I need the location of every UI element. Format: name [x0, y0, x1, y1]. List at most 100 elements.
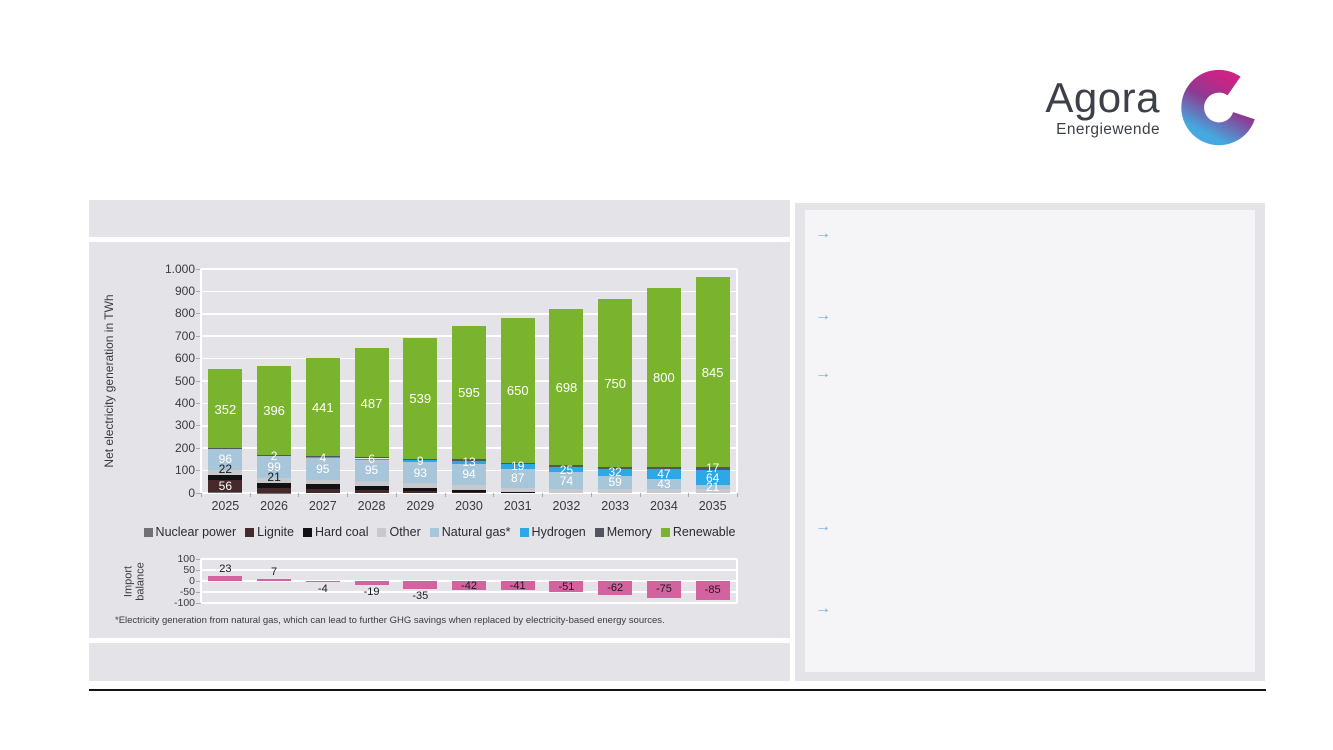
bar-value-label: 13: [462, 455, 476, 470]
import-gridline: [201, 558, 737, 560]
y-axis-tick-label: 200: [174, 440, 195, 455]
bar-value-label: 6: [368, 452, 375, 467]
bar-segment: [646, 488, 681, 493]
x-axis-year-label: 2027: [308, 499, 337, 513]
y-axis-tick-mark: [196, 425, 201, 427]
bar-segment: [354, 481, 389, 487]
bar-value-label: 19: [511, 459, 525, 474]
bar-segment: [452, 491, 486, 493]
arrow-bullet-icon: →: [815, 225, 831, 242]
bar-segment: [549, 466, 584, 473]
x-axis-tick-mark: [590, 493, 592, 497]
bar-segment: [549, 308, 584, 466]
bar-segment: [305, 357, 340, 457]
bar-value-label: 59: [608, 475, 622, 490]
x-axis-year-label: 2026: [260, 499, 288, 513]
bar-segment: [305, 488, 340, 493]
bar-segment: [354, 348, 389, 458]
legend-swatch-icon: [143, 527, 153, 537]
bar-value-label: 539: [409, 391, 432, 407]
legend-item: Hard coal: [302, 525, 369, 539]
x-axis-year-label: 2030: [455, 499, 483, 513]
plot-border-right: [736, 269, 738, 493]
legend-item: Hydrogen: [519, 525, 586, 539]
y-axis-tick-mark: [196, 290, 201, 292]
import-y-tick-label: 100: [177, 552, 195, 565]
legend-label: Other: [389, 525, 421, 539]
bar-value-label: 56: [218, 478, 233, 493]
bar-value-label: 487: [360, 395, 383, 411]
legend-item: Memory: [594, 525, 652, 539]
gridline: [201, 290, 737, 293]
bar-segment: [452, 484, 486, 490]
bar-value-label: 17: [705, 461, 720, 476]
bar-value-label: 750: [604, 375, 627, 391]
bar-value-label: 650: [506, 383, 529, 399]
footer-divider-line: [89, 689, 1266, 691]
import-bar: [695, 581, 730, 600]
y-axis-tick-label: 400: [174, 395, 195, 410]
legend-item: Natural gas*: [429, 525, 511, 539]
bar-segment: [452, 458, 486, 461]
bar-value-label: 96: [218, 452, 233, 467]
bar-segment: [500, 492, 535, 493]
y-axis-tick-mark: [196, 492, 201, 494]
arrow-bullet-icon: →: [815, 600, 831, 617]
bar-value-label: 396: [263, 403, 285, 419]
import-value-label: 7: [271, 566, 278, 579]
bar-value-label: 352: [214, 401, 237, 417]
right-panel-inner: → → → → →: [805, 210, 1255, 672]
bar-segment: [354, 457, 389, 459]
x-axis-year-label: 2034: [649, 499, 678, 513]
bar-value-label: 32: [608, 465, 622, 480]
bar-segment: [305, 479, 340, 485]
bar-segment: [354, 459, 389, 482]
x-axis-year-label: 2025: [211, 499, 240, 513]
bar-segment: [452, 325, 486, 459]
bar-segment: [646, 287, 681, 467]
bar-value-label: 441: [311, 400, 334, 416]
bar-segment: [598, 466, 633, 469]
y-axis-tick-label: 1.000: [164, 261, 195, 276]
import-value-label: -75: [655, 583, 672, 596]
x-axis-year-label: 2035: [698, 499, 727, 513]
x-axis-tick-mark: [249, 493, 251, 497]
gridline: [201, 313, 737, 315]
y-axis-tick-label: 800: [174, 306, 195, 321]
import-gridline: [201, 591, 737, 593]
arrow-bullet-icon: →: [815, 307, 831, 324]
bar-segment: [452, 463, 486, 485]
bar-segment: [549, 465, 584, 467]
y-axis-tick-label: 900: [174, 283, 195, 298]
bar-segment: [403, 337, 438, 459]
y-axis-tick-label: 0: [188, 485, 195, 500]
bar-value-label: 845: [701, 364, 724, 380]
bar-segment: [208, 479, 243, 493]
import-gridline: [201, 602, 737, 604]
bar-value-label: 800: [653, 370, 675, 386]
legend-swatch-icon: [245, 527, 255, 537]
bar-segment: [208, 369, 243, 448]
bar-segment: [257, 487, 292, 493]
import-y-tick-label: 50: [183, 563, 195, 576]
legend-label: Hard coal: [314, 525, 369, 539]
legend-label: Nuclear power: [155, 525, 237, 539]
import-bar: [403, 581, 438, 589]
chart-footnote: *Electricity generation from natural gas…: [115, 615, 665, 626]
import-value-label: -85: [704, 584, 721, 597]
bar-segment: [257, 477, 292, 483]
logo: Agora Energiewende: [1038, 62, 1270, 154]
import-axis-title: Import balance: [122, 562, 147, 601]
title-placeholder-block: [89, 200, 790, 237]
bar-segment: [500, 317, 535, 464]
import-value-label: -42: [461, 579, 477, 592]
bar-value-label: 9: [416, 454, 424, 469]
bar-segment: [208, 448, 243, 471]
bar-value-label: 595: [458, 385, 480, 401]
x-axis-year-label: 2031: [503, 499, 532, 513]
right-panel: → → → → →: [795, 203, 1265, 681]
bar-value-label: 21: [267, 469, 281, 484]
bar-segment: [354, 486, 389, 490]
bar-segment: [695, 489, 730, 493]
